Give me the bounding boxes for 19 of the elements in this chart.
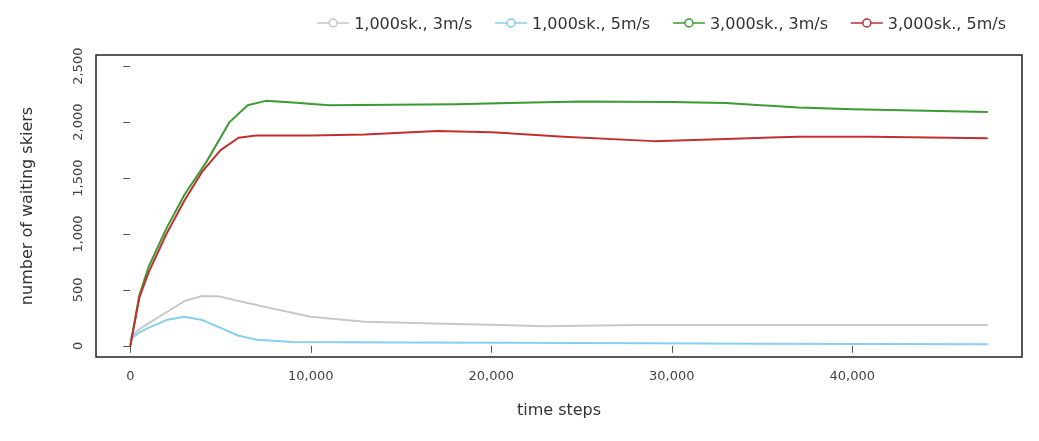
- x-tick-label: 20,000: [468, 368, 515, 383]
- x-tick-label: 40,000: [829, 368, 876, 383]
- y-tick-label: 2,500: [70, 47, 85, 85]
- x-tick-label: 30,000: [649, 368, 695, 383]
- x-tick-label: 0: [126, 368, 135, 383]
- line-series: [129, 315, 989, 346]
- legend-label: 1,000sk., 3m/s: [354, 13, 473, 33]
- y-tick-label: 2,000: [70, 103, 85, 141]
- x-tick-label: 10,000: [288, 368, 334, 383]
- y-tick-label: 1,500: [70, 159, 85, 197]
- y-tick-label: 1,000: [70, 215, 85, 253]
- y-tick-label: 500: [70, 277, 85, 303]
- y-axis-title: number of waiting skiers: [16, 106, 36, 306]
- line-series: [129, 295, 989, 338]
- legend-label: 1,000sk., 5m/s: [532, 13, 651, 33]
- legend-label: 3,000sk., 3m/s: [709, 13, 829, 33]
- x-axis-title: time steps: [516, 399, 602, 419]
- y-tick-label: 0: [70, 341, 85, 350]
- legend-label: 3,000sk., 5m/s: [887, 13, 1006, 33]
